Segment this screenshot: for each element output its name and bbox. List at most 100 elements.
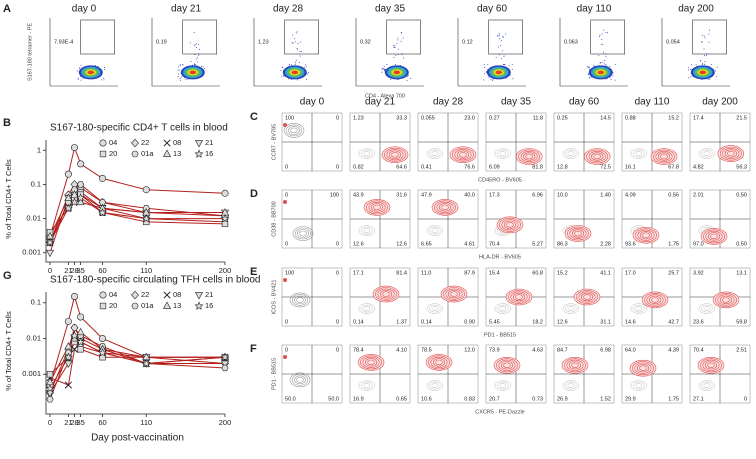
quadrant-value: 1.40 (600, 192, 611, 198)
quadrant-value: 76.6 (464, 164, 475, 170)
quadrant-value: 33.3 (396, 115, 407, 121)
event (601, 61, 603, 63)
event (499, 34, 501, 36)
contour (574, 230, 582, 237)
marker (221, 364, 229, 372)
quadrant-value: 78.5 (421, 347, 432, 353)
background-contour (630, 148, 648, 159)
quadrant-value: 17.0 (625, 270, 636, 276)
contour (510, 291, 528, 303)
event (490, 79, 492, 81)
y-tick-label: 0.01 (26, 214, 41, 223)
background-contour (494, 380, 512, 391)
event (706, 54, 708, 56)
event (614, 63, 616, 65)
background-contour (565, 381, 577, 390)
quadrant-value: 0.65 (396, 396, 407, 402)
background-contour (630, 380, 648, 391)
event (614, 79, 616, 81)
event (495, 57, 497, 59)
quadrant-value: 4.10 (396, 347, 407, 353)
event (512, 78, 514, 80)
event (396, 43, 398, 45)
event (711, 64, 713, 66)
event (293, 38, 295, 40)
quadrant-value: 1.75 (668, 241, 679, 247)
quadrant-value: 1.52 (600, 396, 611, 402)
background-contour (635, 151, 643, 156)
y-tick-label: 0.001 (22, 369, 41, 378)
quadrant-value: 29.9 (625, 396, 636, 402)
legend-marker (162, 149, 172, 157)
event (181, 76, 183, 78)
quadrant-value: 10.6 (421, 396, 432, 402)
event (95, 65, 97, 67)
contour (648, 295, 662, 305)
column-header: day 200 (678, 4, 714, 15)
quadrant-value: 3.92 (693, 270, 704, 276)
contour (503, 362, 511, 368)
event (306, 65, 308, 67)
event (406, 79, 408, 81)
column-header: day 28 (273, 4, 303, 15)
marker (64, 341, 73, 350)
event (178, 66, 180, 68)
event (704, 54, 706, 56)
event (300, 41, 302, 43)
chart-title: S167-180-specific CD4+ T cells in blood (50, 123, 228, 134)
contour (707, 362, 715, 368)
y-axis-label: % of Total CD4+ T Cells (4, 311, 13, 391)
event (708, 41, 710, 43)
quadrant-value: 93.6 (625, 241, 636, 247)
quadrant-value: 12.6 (353, 241, 364, 247)
event (502, 50, 504, 52)
column-header: day 21 (171, 4, 201, 15)
event (196, 56, 198, 58)
column-header: day 110 (577, 4, 612, 15)
background-contour (703, 151, 711, 156)
x-tick-label: 21 (64, 418, 72, 427)
y-tick-label: 1 (37, 145, 41, 154)
marker (45, 383, 55, 393)
background-contour (426, 380, 444, 391)
quadrant-value: 2.28 (600, 241, 611, 247)
marker (76, 337, 86, 346)
y-axis-label: ICOS - BV421 (271, 280, 277, 315)
marker (45, 377, 55, 386)
contour (294, 227, 312, 240)
x-tick-label: 200 (219, 418, 232, 427)
quadrant-value: 0 (336, 115, 339, 121)
quadrant-value: 4.39 (668, 347, 679, 353)
event (195, 58, 197, 60)
event (299, 50, 301, 52)
quadrant-value: 14.5 (600, 115, 611, 121)
event (700, 60, 702, 62)
event (283, 278, 287, 282)
legend-marker (194, 292, 204, 300)
contour (449, 146, 477, 164)
axes (45, 140, 225, 263)
contour (583, 294, 591, 300)
contour (454, 149, 472, 161)
quadrant-value: 0.055 (421, 115, 435, 121)
contour (639, 365, 647, 371)
gate-value: 0.054 (666, 39, 680, 45)
contour (660, 153, 668, 160)
contour (456, 150, 470, 159)
quadrant-value: 81.8 (532, 164, 543, 170)
background-contour (429, 226, 441, 235)
background-contour (562, 380, 580, 391)
column-header: day 60 (477, 4, 507, 15)
event (715, 70, 717, 72)
quadrant-value: 78.4 (353, 347, 364, 353)
contour (388, 150, 402, 159)
event (289, 64, 291, 66)
quadrant-value: 0 (285, 192, 288, 198)
x-tick-label: 0 (48, 418, 52, 427)
event (193, 63, 195, 65)
quadrant-value: 2.51 (736, 347, 747, 353)
quadrant-value: 12.0 (464, 347, 475, 353)
marker (77, 313, 85, 321)
event (76, 70, 78, 72)
